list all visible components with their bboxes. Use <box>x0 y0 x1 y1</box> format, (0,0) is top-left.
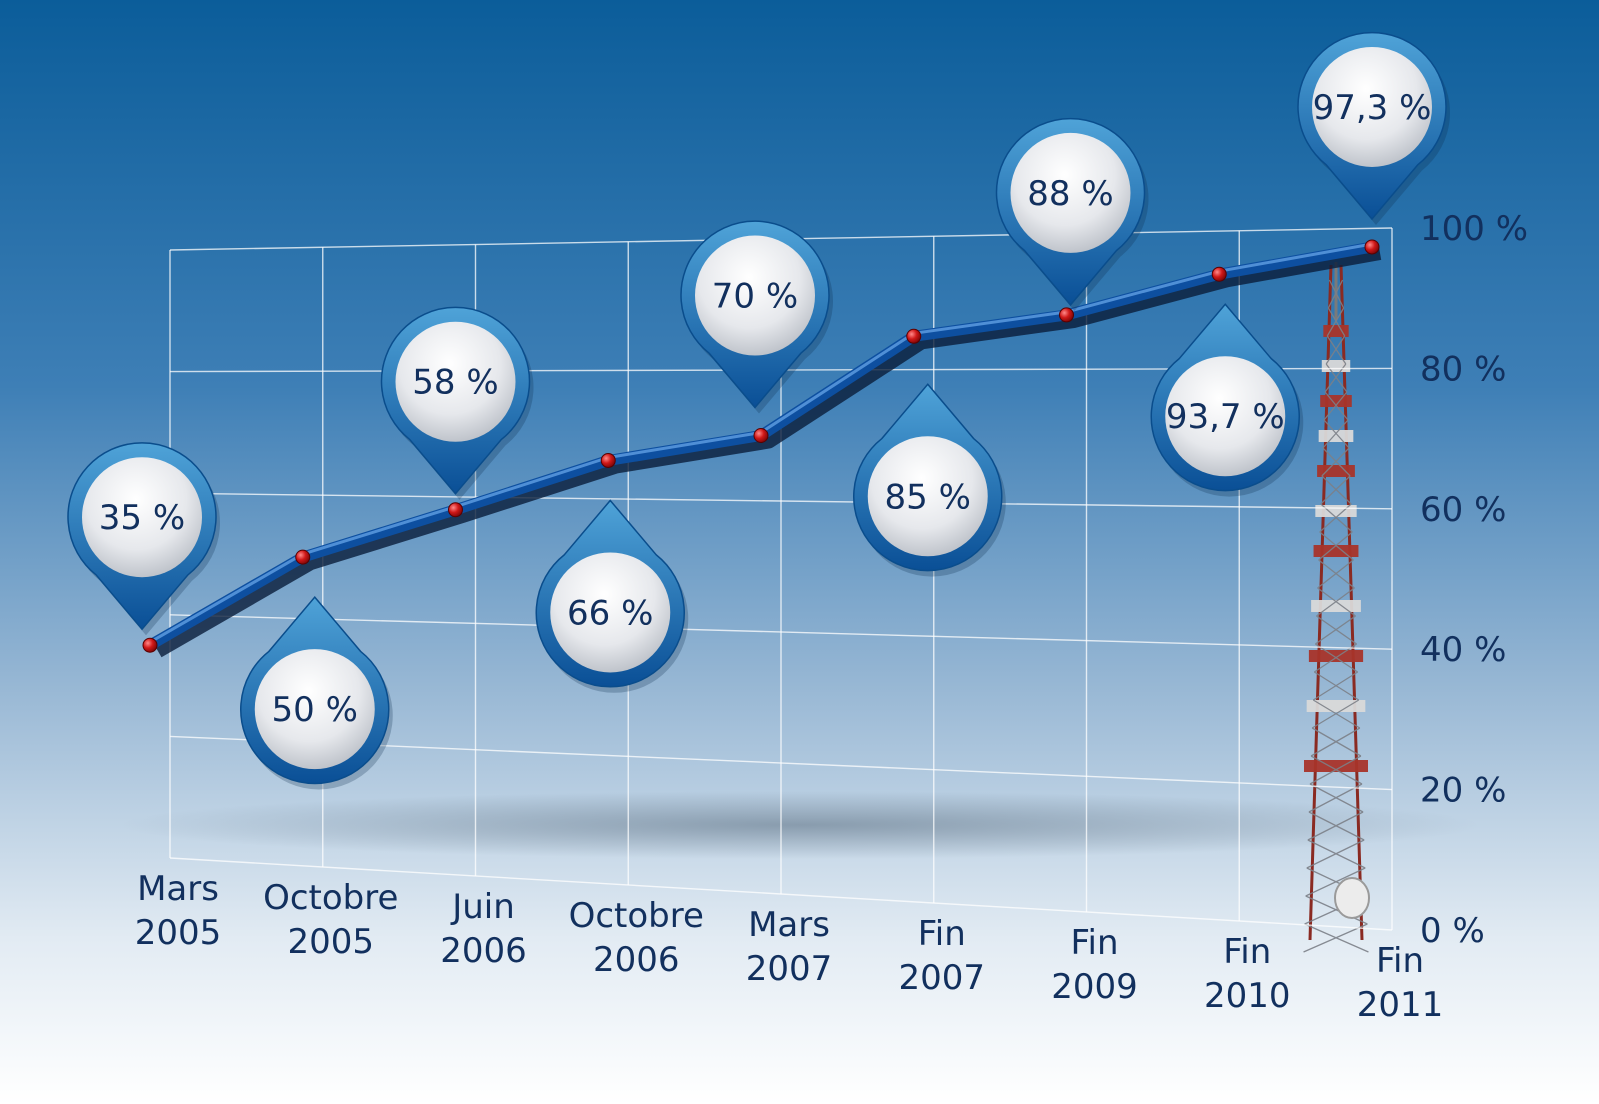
callout-disc <box>550 552 671 673</box>
data-label-callout: 35 % <box>67 442 221 636</box>
data-label: 93,7 % <box>1166 397 1285 437</box>
transmission-tower-illustration <box>1303 262 1370 953</box>
data-label-callout: 88 % <box>995 117 1149 311</box>
grid-horizontal <box>169 857 1393 931</box>
y-tick-label: 0 % <box>1420 911 1485 951</box>
data-label-callouts: 35 % 50 % 58 % 66 % 70 % 85 % 88 % 93,7 % 97,3 % <box>67 31 1451 790</box>
data-label-callout: 97,3 % <box>1297 31 1451 225</box>
data-point-marker <box>1364 239 1380 255</box>
x-tick-label: Fin 2010 <box>1204 932 1291 1016</box>
x-tick-label: Fin 2007 <box>898 914 985 998</box>
data-point-marker <box>1059 307 1074 323</box>
y-tick-label: 40 % <box>1420 630 1506 670</box>
callout-disc <box>695 235 815 356</box>
data-label-callout: 66 % <box>535 499 689 693</box>
y-tick-label: 60 % <box>1420 490 1506 530</box>
data-label-callout: 85 % <box>853 383 1006 577</box>
data-label: 97,3 % <box>1313 88 1432 128</box>
data-point-marker <box>600 452 616 468</box>
y-tick-label: 100 % <box>1420 209 1528 249</box>
grid-horizontal <box>169 492 1393 510</box>
x-tick-label: Mars 2005 <box>135 869 222 953</box>
data-label: 50 % <box>272 690 358 730</box>
data-label-callout: 93,7 % <box>1150 303 1304 497</box>
callout-disc <box>254 649 375 770</box>
data-label: 35 % <box>99 498 185 538</box>
callout-disc <box>867 436 988 557</box>
floor-shadow <box>120 791 1480 859</box>
data-point-marker <box>906 328 922 344</box>
data-point-marker <box>1211 266 1227 282</box>
x-tick-label: Fin 2009 <box>1051 923 1138 1007</box>
callout-disc <box>82 457 202 578</box>
data-point-marker <box>295 549 311 565</box>
data-point-marker <box>753 428 769 443</box>
data-point-markers <box>142 239 1380 653</box>
data-point-marker <box>142 637 158 653</box>
y-tick-label: 80 % <box>1420 349 1506 389</box>
data-label: 88 % <box>1027 174 1113 214</box>
data-point-marker <box>448 502 463 518</box>
x-tick-label: Octobre 2005 <box>263 878 398 962</box>
x-tick-label: Mars 2007 <box>746 905 833 989</box>
y-tick-label: 20 % <box>1420 771 1506 811</box>
y-axis-tick-labels: 0 % 20 % 40 % 60 % 80 % 100 % <box>1420 209 1528 951</box>
callout-disc <box>395 321 516 442</box>
data-label-callout: 58 % <box>380 306 534 500</box>
grid-horizontal <box>169 614 1393 650</box>
data-label-callout: 70 % <box>680 220 834 414</box>
callout-disc <box>1010 132 1131 253</box>
data-label: 66 % <box>567 593 653 633</box>
data-label-callout: 50 % <box>240 595 393 790</box>
x-axis-tick-labels: Mars 2005 Octobre 2005 Juin 2006 Octobre 2006 Ma… <box>135 869 1444 1025</box>
callout-disc <box>1312 46 1432 167</box>
data-label: 85 % <box>885 477 971 517</box>
series-line-shadow <box>154 246 1382 658</box>
x-tick-label: Juin 2006 <box>440 887 527 971</box>
data-label: 70 % <box>712 277 798 317</box>
x-tick-label: Octobre 2006 <box>569 896 704 980</box>
callout-disc <box>1165 356 1286 477</box>
data-label: 58 % <box>412 363 498 403</box>
x-tick-label: Fin 2011 <box>1357 941 1444 1025</box>
